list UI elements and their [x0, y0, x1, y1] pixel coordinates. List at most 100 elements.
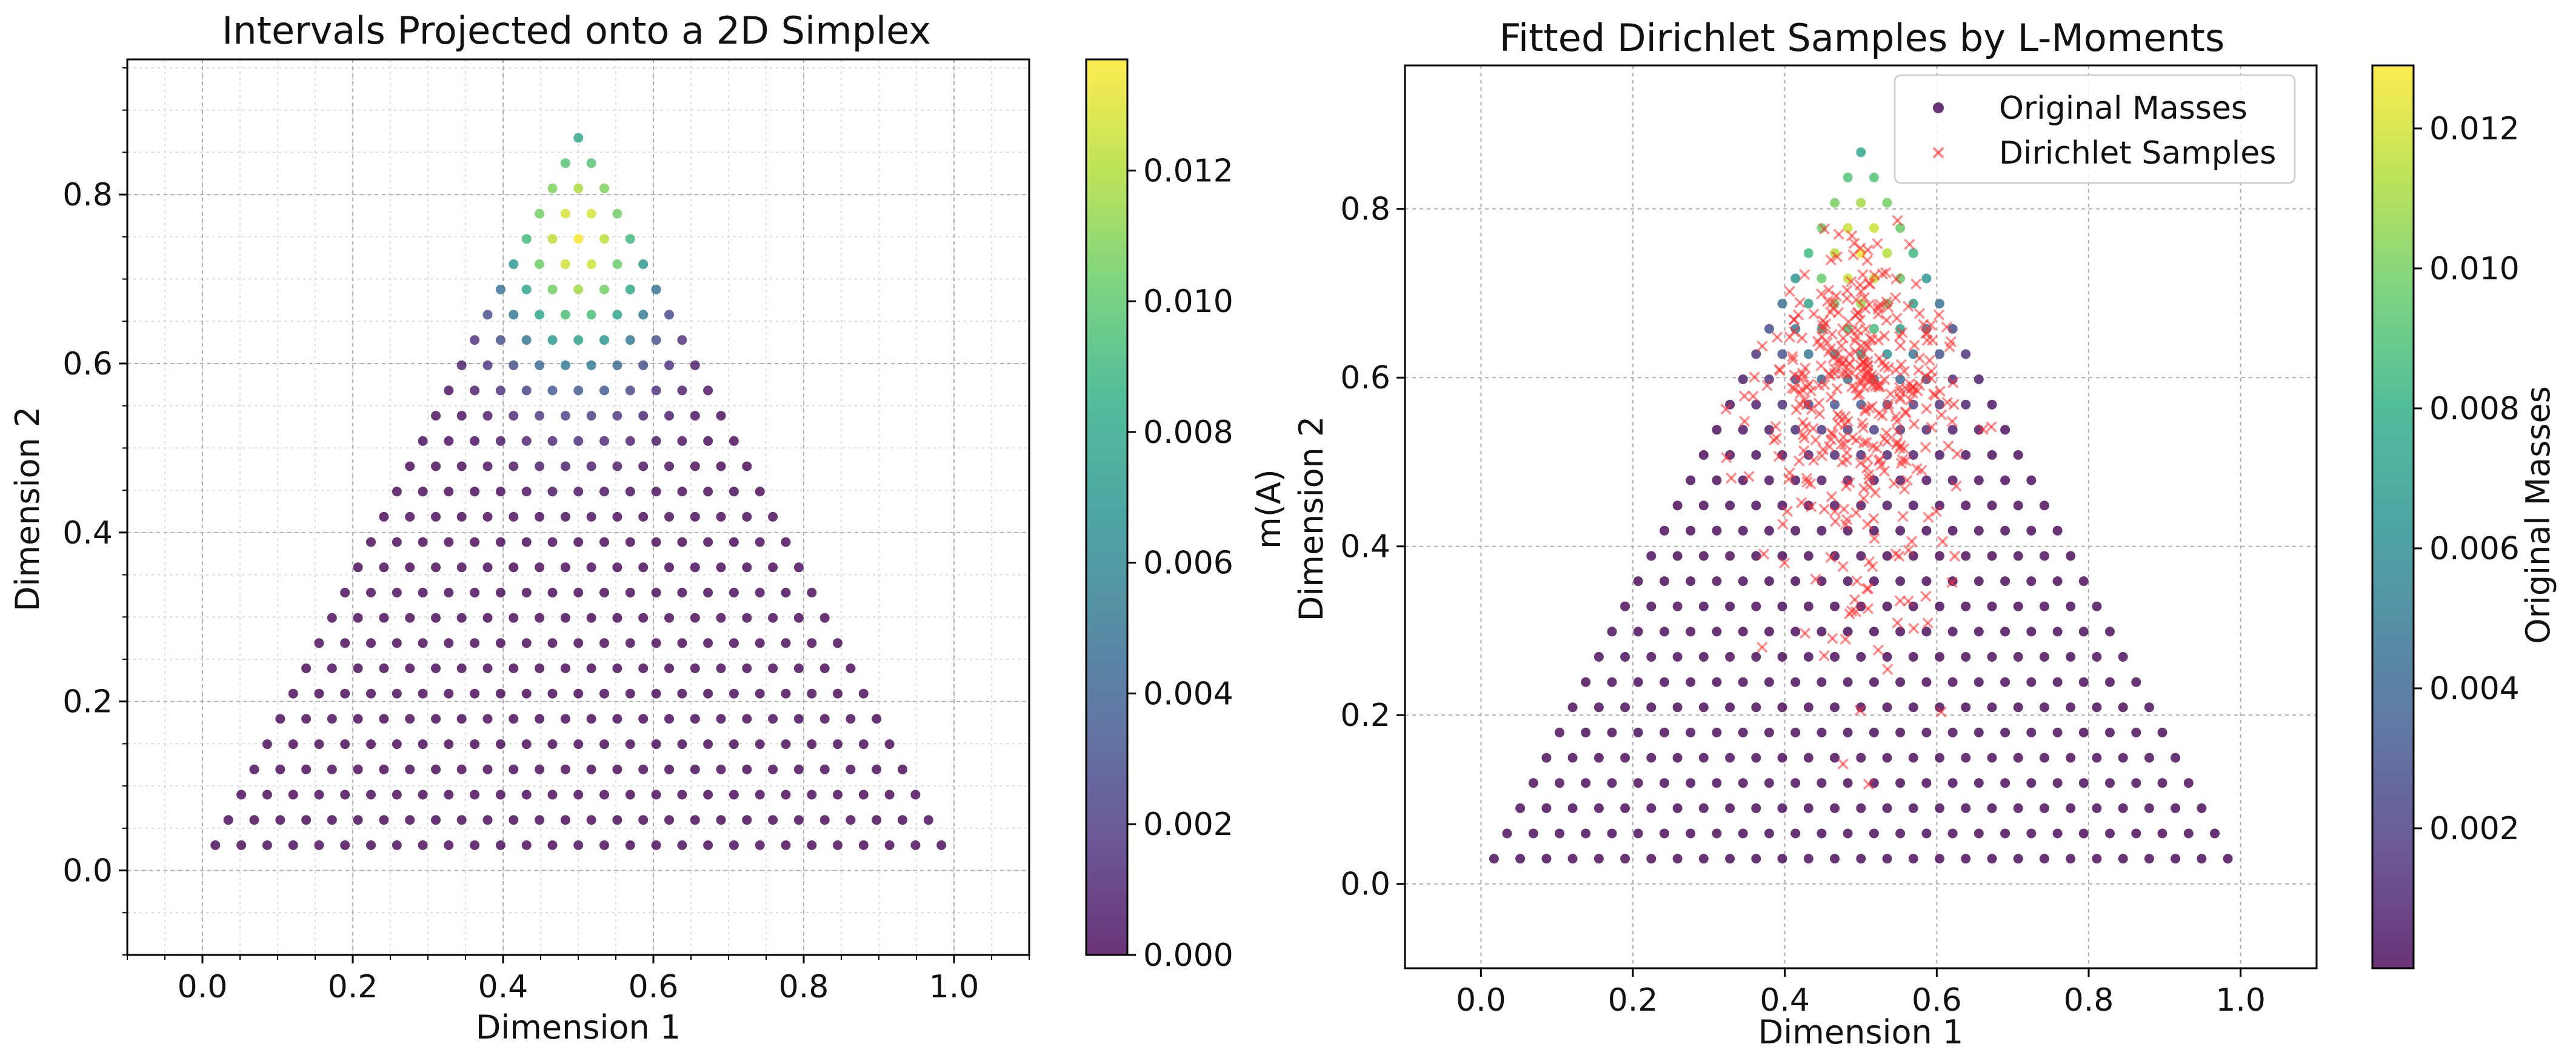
dirichlet-sample — [1878, 330, 1890, 342]
dirichlet-sample — [1872, 381, 1884, 393]
right-point — [1620, 702, 1630, 713]
right-point — [2066, 854, 2076, 864]
right-point — [1803, 652, 1814, 662]
right-point — [1764, 778, 1774, 788]
dirichlet-sample — [1838, 504, 1850, 515]
left-point — [638, 411, 649, 421]
dirichlet-sample — [1890, 411, 1902, 422]
left-point — [651, 335, 661, 345]
left-point — [405, 461, 415, 471]
left-point — [535, 764, 545, 774]
dirichlet-sample — [1881, 663, 1894, 675]
right-point — [1738, 576, 1748, 587]
left-point — [846, 663, 856, 673]
right-colorbar-label: Original Masses — [2519, 386, 2557, 644]
left-point — [521, 790, 532, 800]
dirichlet-sample — [1904, 239, 1915, 250]
dirichlet-sample — [1943, 440, 1954, 452]
right-point — [2000, 778, 2010, 788]
left-point — [560, 663, 570, 673]
left-y-axis-label: Dimension 2 — [8, 407, 47, 612]
dirichlet-sample — [1948, 399, 1960, 410]
dirichlet-sample — [1720, 404, 1732, 415]
right-point — [2105, 828, 2115, 839]
left-point — [509, 613, 519, 623]
left-point — [379, 613, 389, 623]
dirichlet-sample — [1825, 551, 1837, 564]
right-point — [1803, 299, 1814, 309]
right-point — [1961, 349, 1971, 359]
left-point — [703, 638, 713, 648]
left-point — [431, 562, 441, 573]
left-point — [768, 815, 778, 825]
left-point — [819, 815, 830, 825]
left-point — [819, 613, 830, 623]
left-point — [495, 436, 506, 446]
left-point — [392, 537, 402, 547]
left-point — [547, 739, 558, 750]
right-point — [1738, 727, 1748, 737]
right-point — [2118, 702, 2128, 713]
left-point — [819, 764, 830, 774]
left-point — [405, 714, 415, 724]
right-point — [2171, 753, 2181, 763]
right-point — [1947, 828, 1958, 839]
dirichlet-sample — [1869, 533, 1880, 544]
right-point — [1686, 778, 1696, 788]
left-point — [560, 208, 570, 219]
right-point — [1633, 778, 1643, 788]
right-point — [1764, 627, 1774, 637]
right-point — [1593, 702, 1604, 713]
right-point — [1921, 778, 1932, 788]
right-point — [1712, 425, 1722, 435]
right-point — [1502, 828, 1512, 839]
left-point — [547, 638, 558, 648]
left-point — [599, 588, 609, 597]
right-point — [1935, 500, 1944, 511]
right-point — [1974, 778, 1984, 788]
dirichlet-sample — [1894, 382, 1906, 393]
right-point — [1921, 677, 1932, 687]
left-point — [586, 208, 596, 219]
left-point — [781, 840, 791, 850]
left-x-tick-label: 1.0 — [929, 969, 979, 1005]
left-point — [599, 487, 609, 497]
right-point — [1921, 576, 1932, 587]
right-point — [1935, 299, 1944, 309]
left-point — [521, 739, 532, 750]
right-point — [1935, 551, 1944, 561]
left-point — [495, 790, 506, 800]
right-point — [1935, 753, 1944, 763]
left-point — [690, 562, 700, 573]
right-point — [1817, 525, 1827, 536]
right-point — [1974, 475, 1984, 485]
left-point — [884, 739, 895, 750]
right-point — [2066, 652, 2076, 662]
dirichlet-sample — [1904, 394, 1917, 406]
left-point — [340, 688, 350, 699]
dirichlet-sample — [1807, 454, 1820, 466]
right-point — [2026, 727, 2037, 737]
right-x-tick-label: 0.4 — [1760, 982, 1810, 1019]
right-point — [1660, 727, 1669, 737]
left-point — [651, 739, 661, 750]
right-point — [1869, 172, 1879, 182]
right-point — [1843, 677, 1853, 687]
right-point — [1777, 601, 1787, 611]
dirichlet-sample — [1857, 269, 1869, 281]
right-point — [1593, 753, 1604, 763]
left-point — [599, 183, 609, 193]
dirichlet-sample — [1897, 454, 1909, 466]
left-point — [638, 764, 649, 774]
dirichlet-sample — [1814, 408, 1826, 420]
dirichlet-sample — [1835, 439, 1847, 450]
dirichlet-sample — [1863, 299, 1875, 310]
dirichlet-sample — [1873, 301, 1884, 313]
dirichlet-sample — [1796, 497, 1807, 508]
right-colorbar: 0.002 0.004 0.006 0.008 0.010 0.012 Original … — [2371, 64, 2557, 969]
left-point — [366, 638, 376, 648]
left-point — [560, 259, 570, 269]
right-point — [1882, 500, 1892, 511]
right-point — [2131, 778, 2141, 788]
dirichlet-sample — [1881, 314, 1892, 326]
